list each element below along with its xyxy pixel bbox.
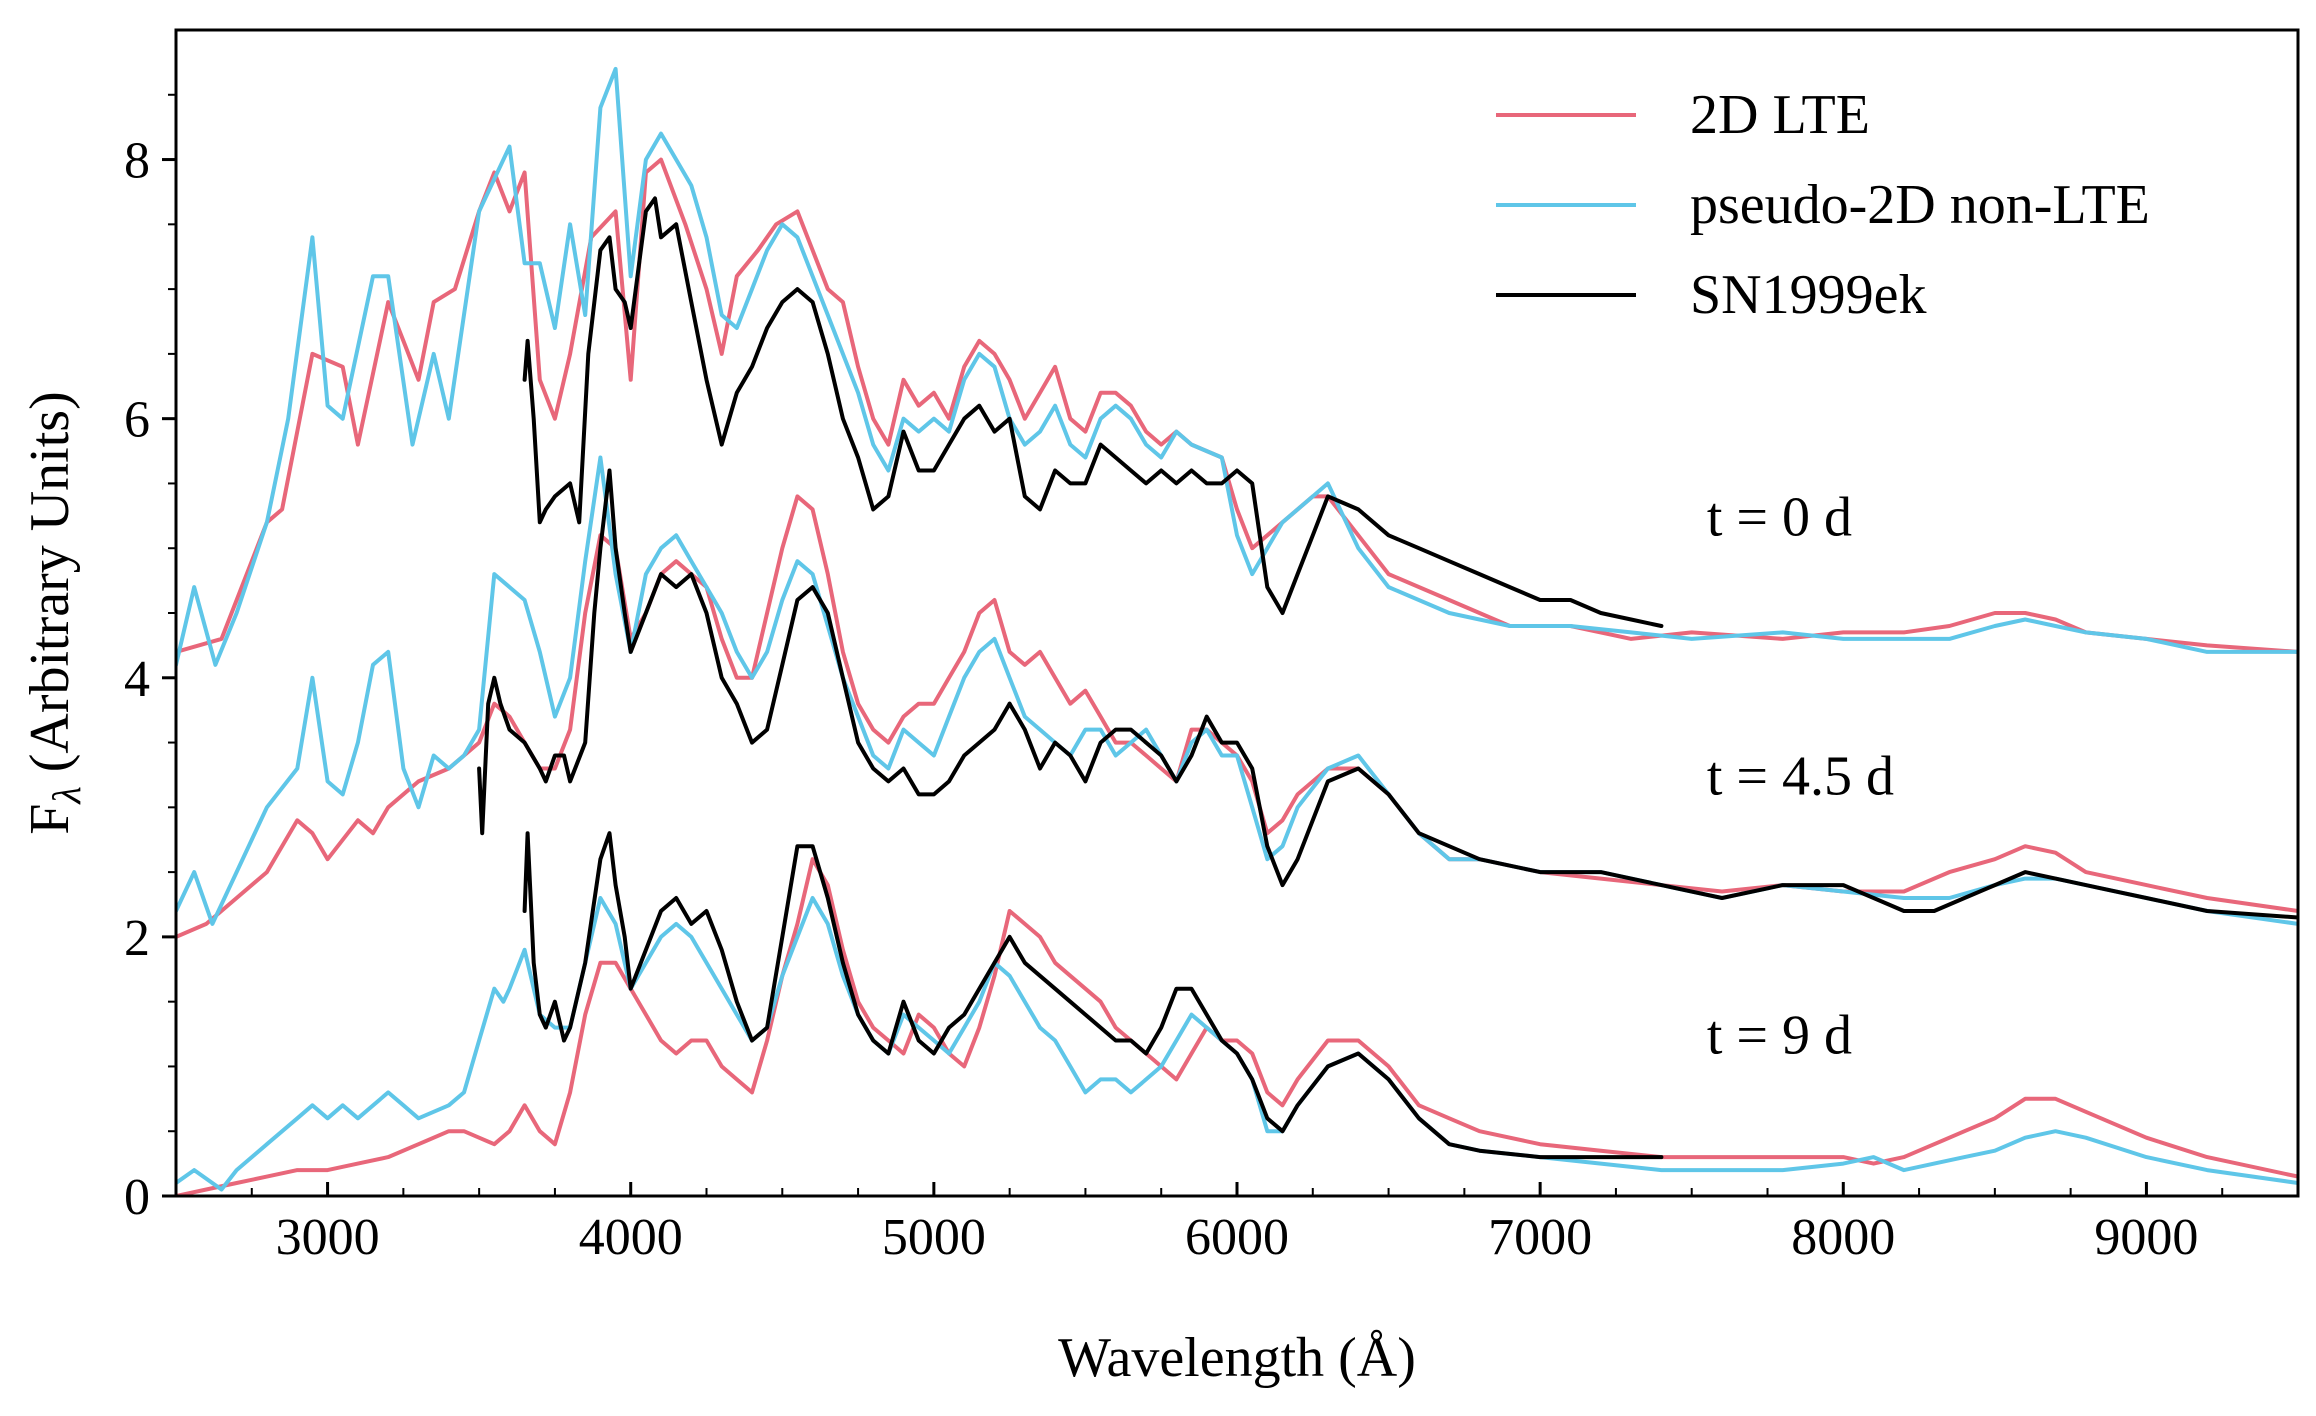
legend-label: SN1999ek — [1690, 264, 1926, 326]
x-axis-label: Wavelength (Å) — [1058, 1327, 1416, 1389]
y-tick-label: 2 — [124, 910, 150, 967]
x-tick-label: 9000 — [2094, 1209, 2198, 1266]
series-line-sn1999ek-t4-5-6 — [1007, 701, 2298, 920]
y-axis-label-subscript: λ — [44, 786, 89, 804]
legend-label: pseudo-2D non-LTE — [1690, 174, 2150, 236]
x-tick-label: 5000 — [882, 1209, 986, 1266]
series-line-sn1999ek-t4-5-5 — [477, 468, 1012, 836]
legend: 2D LTE pseudo-2D non-LTE SN1999ek — [1496, 84, 2150, 326]
series-line-2d-lte-t9-7 — [176, 857, 2298, 1196]
series-line-pseudo-2d-non-lte-t4-5-4 — [176, 455, 2298, 926]
series-layer — [176, 66, 2298, 1196]
x-tick-label: 3000 — [276, 1209, 380, 1266]
x-tick-label: 6000 — [1185, 1209, 1289, 1266]
x-tick-label: 7000 — [1488, 1209, 1592, 1266]
y-tick-label: 8 — [124, 133, 150, 190]
x-tick-label: 8000 — [1791, 1209, 1895, 1266]
y-tick-label: 0 — [124, 1169, 150, 1226]
epoch-annotation: t = 4.5 d — [1707, 745, 1894, 807]
series-line-sn1999ek-t9-9 — [522, 831, 1664, 1160]
series-line-2d-lte-t4-5-3 — [176, 494, 2298, 939]
y-tick-label: 6 — [124, 392, 150, 449]
y-axis-label: Fλ (Arbitrary Units) — [19, 391, 89, 835]
y-axis-label-main: F — [19, 804, 81, 835]
epoch-annotation: t = 0 d — [1707, 486, 1852, 548]
epoch-annotation: t = 9 d — [1707, 1004, 1852, 1066]
series-line-pseudo-2d-non-lte-t9-8 — [176, 896, 2298, 1192]
series-line-sn1999ek-t0-2 — [522, 196, 1664, 628]
annotations-layer: t = 0 d t = 4.5 d t = 9 d — [1707, 486, 1894, 1066]
ticks-layer: 3000 4000 5000 6000 7000 8000 9000 0 2 4 6 8 — [124, 93, 2299, 1266]
legend-label: 2D LTE — [1690, 84, 1870, 146]
y-tick-label: 4 — [124, 651, 150, 708]
x-tick-label: 4000 — [579, 1209, 683, 1266]
y-axis-label-rest: (Arbitrary Units) — [19, 391, 81, 786]
series-line-pseudo-2d-non-lte-t0-1 — [176, 66, 2298, 667]
